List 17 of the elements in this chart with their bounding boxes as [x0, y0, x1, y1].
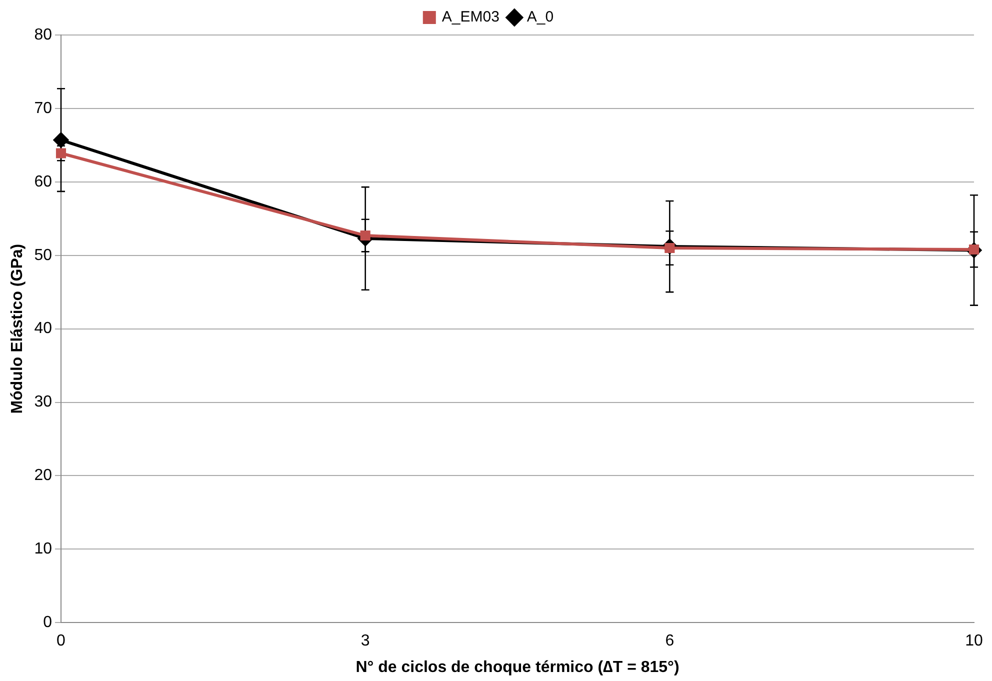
x-tick-label: 10	[965, 632, 983, 650]
x-tick-label: 3	[360, 632, 370, 650]
y-tick-label: 70	[34, 100, 52, 117]
y-axis-title: Módulo Elástico (GPa)	[9, 244, 26, 414]
y-tick-label: 50	[34, 246, 52, 264]
y-tick-label: 80	[34, 26, 52, 44]
legend-label: A_EM03	[442, 8, 500, 26]
x-axis-title: N° de ciclos de choque térmico (∆T = 815°)	[356, 658, 680, 676]
y-tick-label: 10	[34, 540, 52, 558]
y-tick-label: 40	[34, 320, 52, 338]
y-tick-label: 60	[34, 173, 52, 190]
y-tick-label: 30	[34, 394, 52, 411]
x-tick-label: 0	[56, 632, 66, 650]
y-tick-label: 0	[43, 614, 52, 632]
y-tick-label: 20	[34, 467, 52, 484]
legend-label: A_0	[526, 8, 554, 26]
x-tick-label: 6	[665, 632, 674, 650]
